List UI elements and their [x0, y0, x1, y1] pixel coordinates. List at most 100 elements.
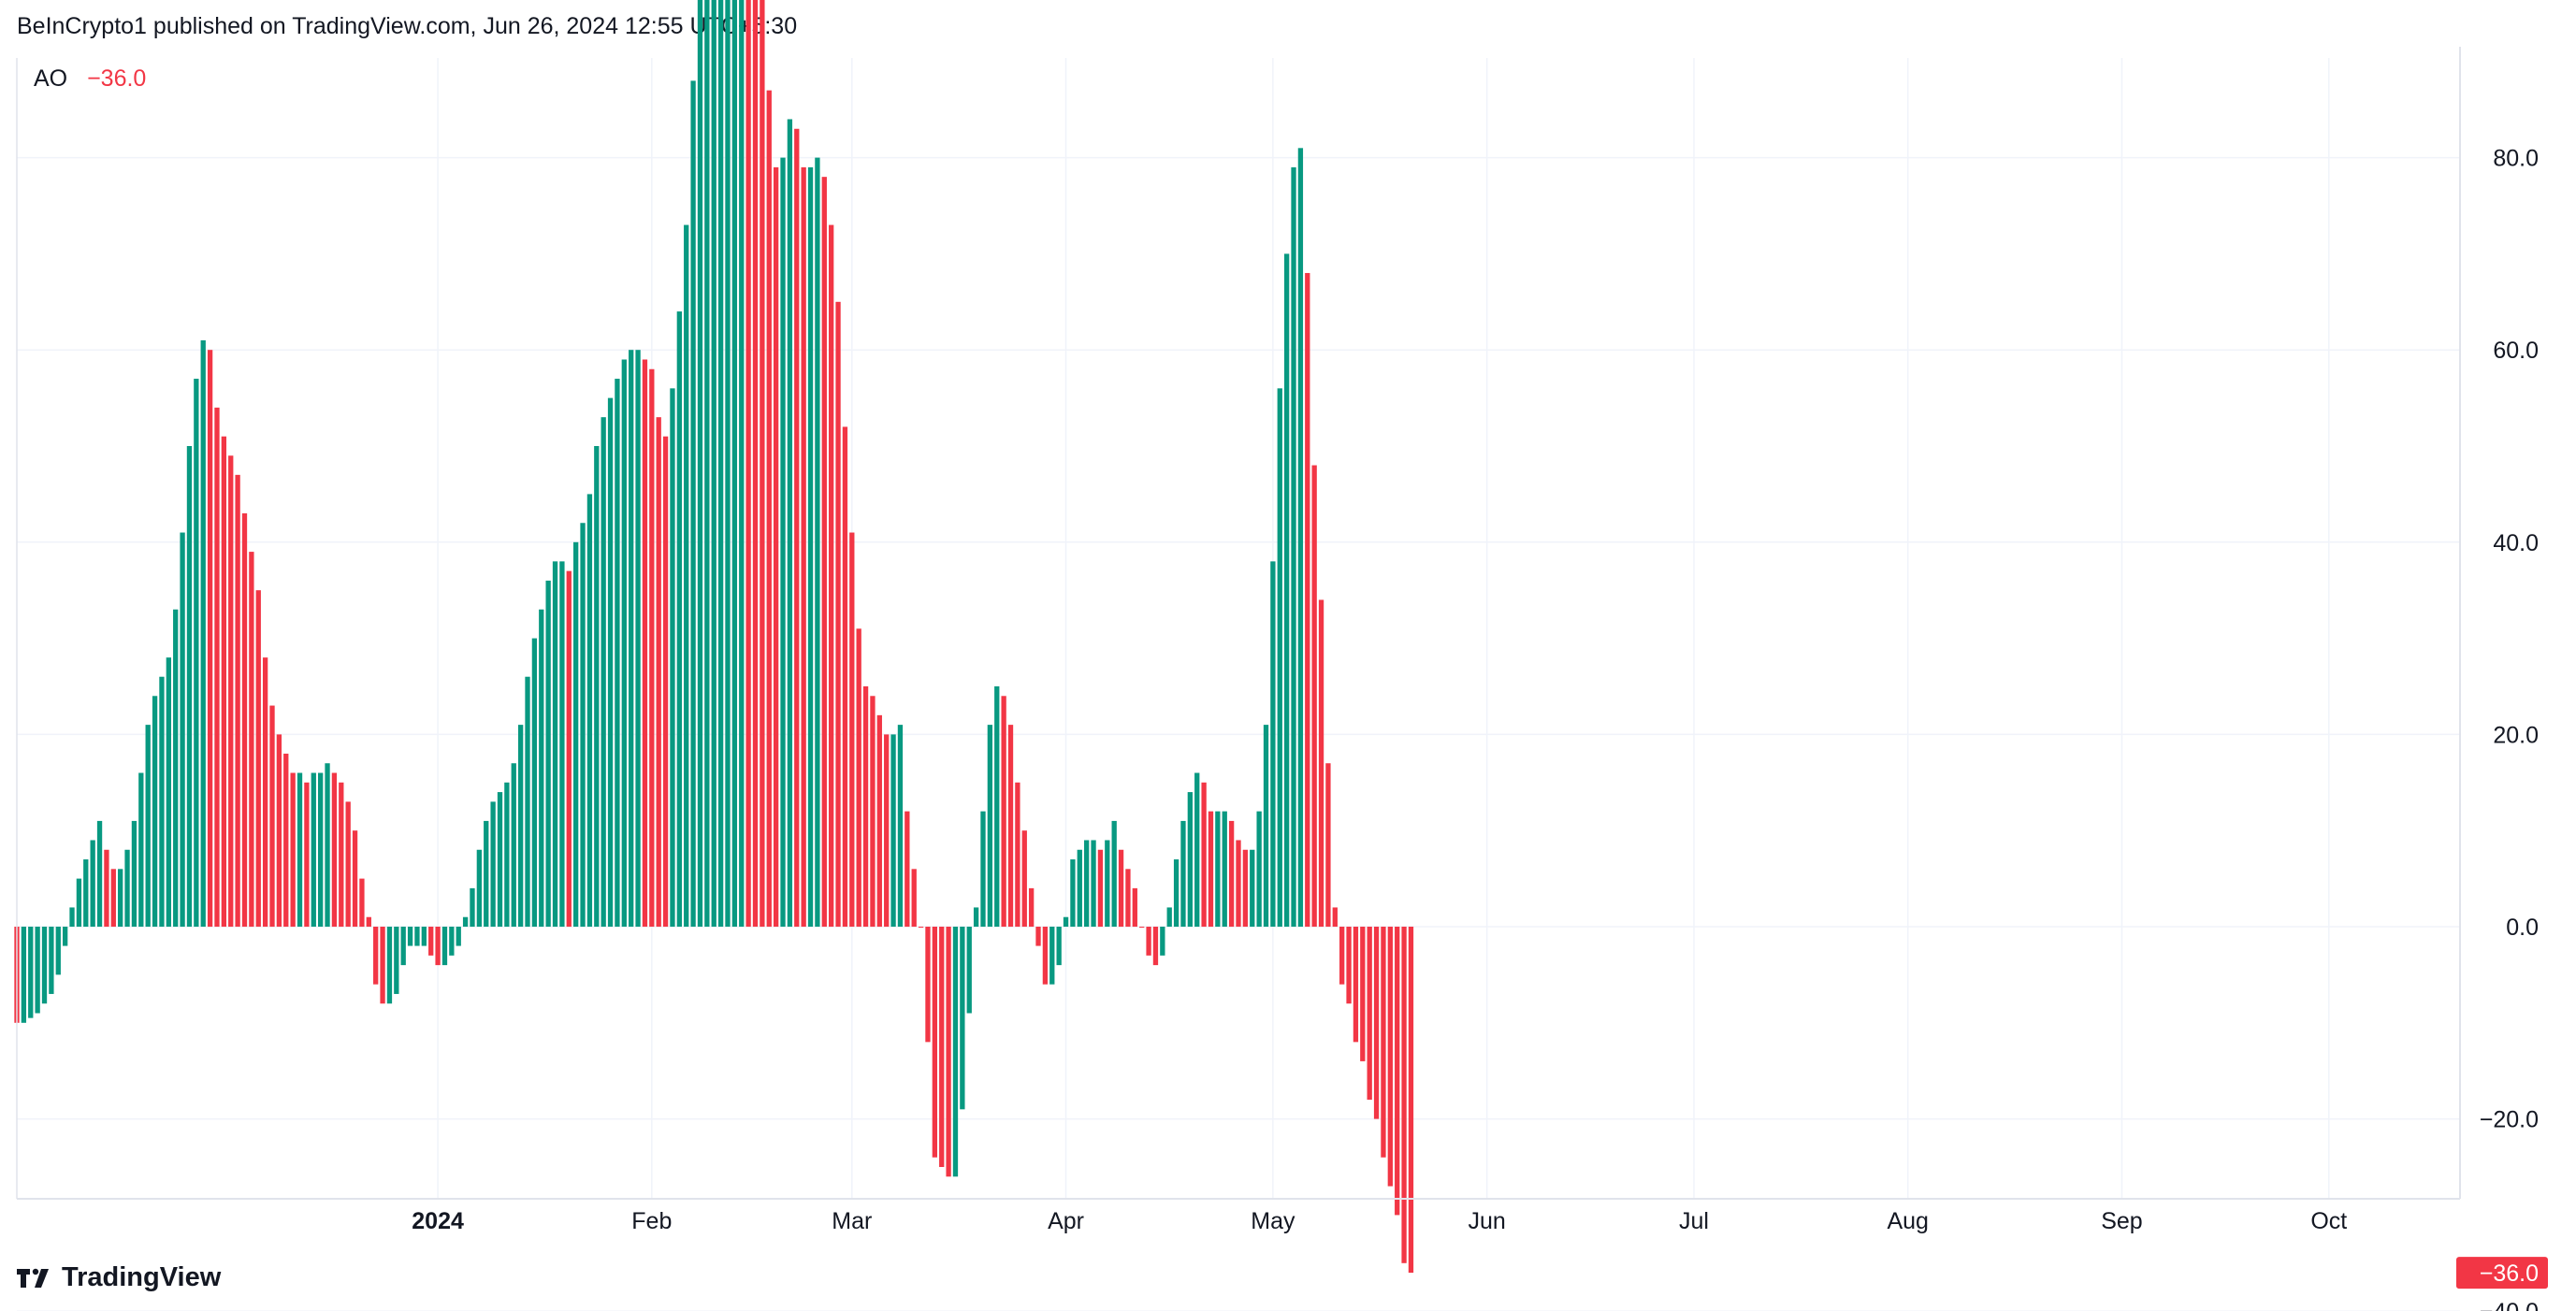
ao-bar [856, 628, 861, 927]
x-tick-label: Feb [631, 1208, 672, 1234]
ao-bar [1015, 782, 1020, 927]
last-value-badge [2456, 1257, 2548, 1289]
ao-bar [1105, 840, 1110, 927]
ao-bar [801, 166, 806, 927]
ao-bar [594, 446, 600, 927]
x-tick-label: Jun [1468, 1208, 1505, 1234]
ao-bar [960, 927, 965, 1110]
x-tick-label: Jul [1679, 1208, 1709, 1234]
ao-bar [373, 927, 379, 985]
axes [16, 47, 2461, 1200]
ao-bar [1346, 927, 1352, 1004]
ao-bar [601, 417, 606, 927]
y-axis-ticks: 180.0160.0140.0120.0100.080.060.040.020.… [2480, 146, 2539, 1311]
y-tick-label: 20.0 [2493, 722, 2539, 748]
tradingview-brand: TradingView [62, 1262, 222, 1292]
ao-bar [62, 927, 68, 946]
ao-bar [152, 696, 158, 927]
ao-bar [414, 927, 420, 946]
ao-bar [283, 753, 289, 927]
ao-bar [1332, 907, 1338, 927]
ao-bar [1387, 927, 1393, 1187]
ao-bar [249, 552, 254, 927]
x-tick-label: Sep [2101, 1208, 2142, 1234]
ao-bar [339, 782, 344, 927]
ao-bar [966, 927, 972, 1014]
ao-bar [325, 763, 330, 927]
ao-bar [794, 128, 800, 927]
ao-bars [14, 0, 1414, 1274]
ao-bar [186, 446, 193, 927]
ao-bar [1360, 927, 1366, 1061]
ao-bar [1408, 927, 1414, 1274]
ao-bar [904, 811, 910, 927]
ao-bar [787, 119, 793, 928]
ao-bar [317, 772, 324, 927]
ao-bar [345, 801, 351, 927]
ao-bar [214, 407, 220, 927]
ao-bar [573, 541, 579, 927]
y-tick-label: 0.0 [2506, 915, 2539, 941]
ao-bar [470, 887, 475, 927]
ao-bar [1028, 887, 1035, 927]
indicator-legend[interactable]: AO −36.0 [34, 65, 146, 93]
ao-bar [1146, 927, 1151, 956]
ao-bar [441, 927, 448, 966]
ao-bar [55, 927, 61, 975]
ao-bar [145, 725, 151, 927]
ao-bar [1339, 927, 1345, 985]
ao-bar [780, 157, 786, 928]
ao-bar [90, 840, 95, 927]
ao-bar [290, 772, 296, 927]
y-tick-label: 60.0 [2493, 338, 2539, 364]
ao-bar [1056, 927, 1062, 966]
ao-bar [118, 869, 123, 927]
ao-bar [745, 0, 751, 927]
ao-bar [939, 927, 945, 1167]
ao-bar [110, 869, 116, 927]
ao-bar [359, 878, 365, 927]
ao-bar [159, 676, 165, 927]
ao-bar [1173, 859, 1179, 927]
ao-bar [615, 379, 620, 927]
tradingview-footer[interactable]: TradingView [17, 1262, 221, 1293]
ao-bar [1277, 388, 1282, 927]
ao-bar [566, 570, 572, 927]
ao-bar [545, 580, 551, 927]
ao-bar [994, 686, 1000, 927]
ao-bar [552, 561, 558, 927]
ao-bar [35, 927, 40, 1014]
ao-bar [642, 359, 648, 928]
ao-bar [946, 927, 951, 1177]
ao-bar [476, 849, 483, 927]
ao-bar [400, 927, 406, 966]
ao-bar [1311, 465, 1317, 927]
ao-bar [83, 859, 89, 927]
publish-info: BeInCrypto1 published on TradingView.com… [17, 13, 798, 39]
ao-bar [580, 523, 586, 927]
tradingview-logo-icon [17, 1268, 49, 1288]
ao-bar [49, 927, 54, 994]
ao-bar [462, 916, 469, 927]
ao-bar [656, 417, 661, 927]
ao-bar [586, 494, 593, 927]
ao-bar [1208, 811, 1214, 927]
ao-bar [773, 166, 779, 927]
ao-bar [725, 0, 731, 927]
ao-bar [1139, 927, 1145, 928]
ao-bar [456, 927, 461, 946]
ao-bar [1084, 840, 1090, 927]
ao-bar [1367, 927, 1372, 1101]
ao-bar [711, 0, 716, 928]
ao-bar [1125, 869, 1131, 927]
ao-bar [1228, 820, 1235, 927]
ao-bar [1318, 599, 1324, 927]
ao-bar [635, 350, 641, 927]
ao-bar [987, 725, 993, 927]
ao-bar [241, 512, 248, 927]
ao-bar [1242, 849, 1249, 927]
x-tick-label: Mar [832, 1208, 872, 1234]
ao-bar [41, 927, 48, 1004]
last-value-label: −36.0 [2480, 1261, 2539, 1287]
